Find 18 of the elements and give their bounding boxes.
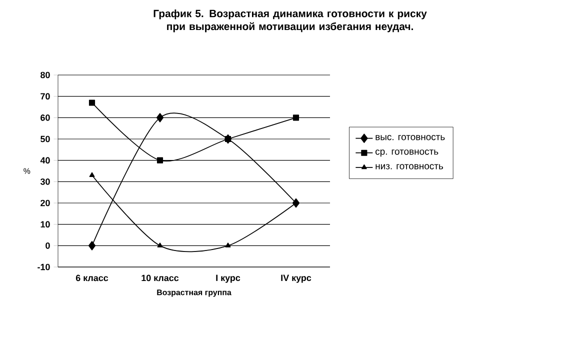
y-tick-label: 60 xyxy=(40,114,50,121)
x-tick-label: 6 класс xyxy=(76,274,108,282)
y-tick-label: 50 xyxy=(40,136,50,142)
x-tick-label: IV курс xyxy=(281,274,312,283)
y-tick-label: 0 xyxy=(46,242,50,249)
y-tick-label: 20 xyxy=(40,200,50,206)
x-tick-label: I курс xyxy=(216,274,240,283)
legend-label: ср. готовность xyxy=(376,150,438,157)
legend-label: выс. готовность xyxy=(376,135,445,140)
y-tick-label: 40 xyxy=(40,157,50,164)
y-tick-label: 10 xyxy=(40,221,50,228)
y-tick-label: 70 xyxy=(40,93,50,100)
chart-title: График 5. Возрастная динамика готовности к риску при выраженной мотивации избегания неудач. xyxy=(154,10,427,32)
legend-label: низ. готовность xyxy=(376,164,444,170)
y-tick-label: 80 xyxy=(40,72,50,78)
y-tick-label: -10 xyxy=(38,264,50,270)
x-tick-label: 10 класс xyxy=(142,274,179,282)
y-tick-label: 30 xyxy=(40,178,50,185)
